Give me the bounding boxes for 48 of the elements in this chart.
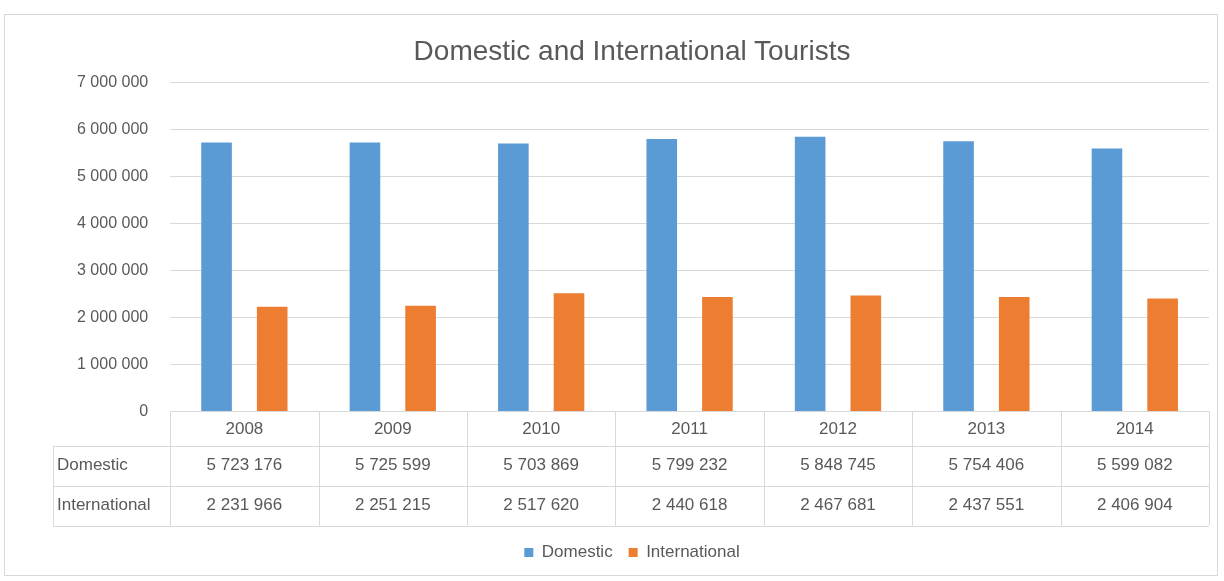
x-tick-label: 2013	[967, 419, 1006, 439]
data-label: 5 723 176	[206, 455, 283, 475]
bar	[1091, 148, 1123, 412]
legend-label: Domestic	[541, 542, 614, 562]
data-label: 2 231 966	[206, 495, 283, 515]
data-label: 5 848 745	[800, 455, 876, 475]
data-label: 2 406 904	[1096, 495, 1173, 515]
x-tick-label: 2010	[522, 419, 561, 439]
y-tick-label: 6 000 000	[76, 120, 149, 138]
text: International	[57, 495, 151, 515]
data-label: 5 754 406	[948, 455, 1025, 475]
data-label: 5 703 869	[503, 455, 580, 475]
bar	[702, 296, 733, 412]
bar	[998, 297, 1030, 412]
data-label: 2 467 681	[800, 495, 876, 515]
bar	[794, 136, 826, 412]
data-label: 2 440 618	[651, 495, 728, 515]
y-tick-label: 3 000 000	[76, 261, 149, 279]
text: Domestic	[57, 455, 128, 475]
data-label: 2 517 620	[503, 495, 580, 515]
data-label: 2 437 551	[948, 495, 1025, 515]
y-tick-label: 4 000 000	[76, 214, 149, 232]
legend-label: International	[646, 542, 740, 562]
bar	[943, 141, 974, 412]
data-label: 5 725 599	[354, 455, 431, 475]
y-tick-label: 7 000 000	[76, 73, 149, 91]
data-label: 2 251 215	[354, 495, 431, 515]
bar	[201, 142, 232, 412]
bar	[850, 295, 882, 412]
bar	[498, 143, 529, 412]
x-tick-label: 2014	[1115, 419, 1154, 439]
data-label: 5 599 082	[1096, 455, 1173, 475]
chart-title: Domestic and International Tourists	[413, 34, 851, 66]
bar	[256, 306, 288, 412]
bar	[1147, 298, 1178, 412]
y-tick-label: 2 000 000	[76, 308, 149, 326]
x-tick-label: 2011	[671, 419, 708, 439]
bar	[553, 293, 585, 412]
x-tick-label: 2009	[373, 419, 412, 439]
y-tick-label: 5 000 000	[76, 167, 149, 185]
x-tick-label: 2008	[225, 419, 264, 439]
bar	[405, 305, 436, 412]
x-tick-label: 2012	[819, 419, 857, 439]
bar	[646, 139, 678, 412]
data-label: 5 799 232	[651, 455, 728, 475]
bar	[349, 142, 381, 412]
y-tick-label: 0	[139, 402, 149, 420]
y-tick-label: 1 000 000	[76, 355, 149, 373]
